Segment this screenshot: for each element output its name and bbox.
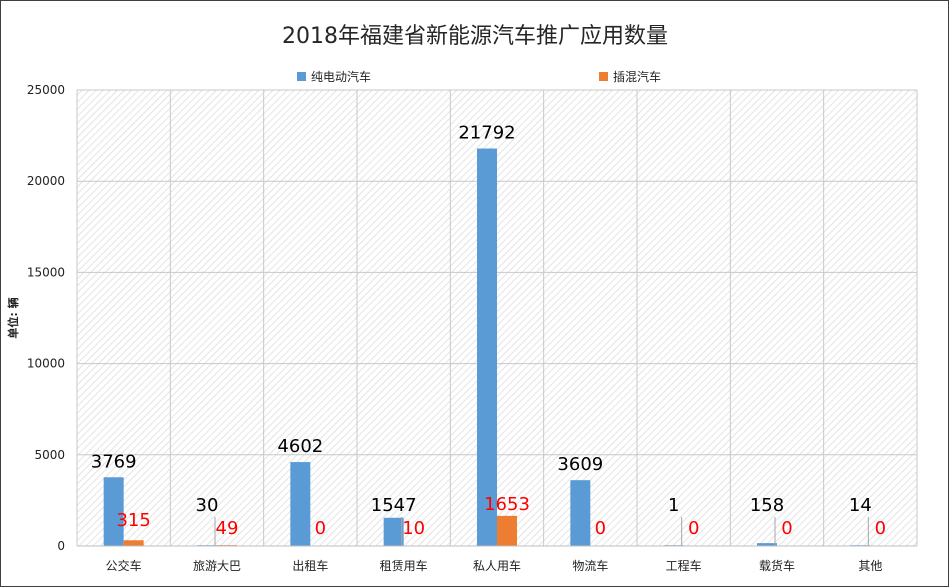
data-label-series-1: 3769 bbox=[91, 451, 137, 472]
data-label-series-2: 0 bbox=[595, 518, 606, 539]
bar-series-1 bbox=[757, 543, 777, 546]
legend-swatch bbox=[599, 72, 608, 81]
data-label-series-1: 1547 bbox=[371, 495, 417, 516]
x-tick-label: 工程车 bbox=[666, 558, 702, 573]
data-label-series-2: 0 bbox=[875, 518, 886, 539]
data-label-series-2: 0 bbox=[688, 518, 699, 539]
data-label-series-2: 10 bbox=[402, 518, 425, 539]
x-tick-label: 公交车 bbox=[106, 558, 142, 573]
data-label-series-1: 14 bbox=[849, 495, 872, 516]
data-label-series-1: 4602 bbox=[277, 436, 323, 457]
y-tick-label: 15000 bbox=[27, 265, 65, 279]
bars bbox=[103, 148, 871, 546]
x-tick-label: 私人用车 bbox=[473, 558, 521, 573]
x-tick-label: 物流车 bbox=[572, 558, 608, 573]
data-label-series-1: 30 bbox=[196, 495, 219, 516]
x-tick-label: 租赁用车 bbox=[380, 558, 428, 573]
y-tick-label: 5000 bbox=[34, 448, 65, 462]
legend-label: 插混汽车 bbox=[613, 69, 661, 84]
chart-title: 2018年福建省新能源汽车推广应用数量 bbox=[282, 24, 668, 49]
y-tick-label: 25000 bbox=[27, 83, 65, 97]
bar-series-1 bbox=[477, 148, 497, 546]
bar-series-1 bbox=[383, 517, 404, 546]
data-labels: 3769315304946020154710217921653360901015… bbox=[91, 123, 886, 546]
y-tick-label: 20000 bbox=[27, 174, 65, 188]
x-tick-label: 出租车 bbox=[292, 558, 328, 573]
data-label-series-2: 0 bbox=[781, 518, 792, 539]
data-label-series-2: 1653 bbox=[484, 494, 530, 515]
y-axis-label: 单位: 辆 bbox=[6, 297, 20, 338]
bar-series-1 bbox=[103, 477, 124, 546]
x-tick-label: 其他 bbox=[858, 559, 882, 573]
bar-series-2 bbox=[497, 515, 517, 546]
legend-swatch bbox=[297, 72, 306, 81]
axes: 0500010000150002000025000公交车 旅游大巴 出租车 租赁用车私… bbox=[27, 83, 917, 573]
y-tick-label: 10000 bbox=[27, 357, 65, 371]
bar-series-1 bbox=[570, 480, 591, 546]
data-label-series-1: 158 bbox=[750, 495, 784, 516]
data-label-series-1: 21792 bbox=[458, 123, 515, 144]
data-label-series-1: 3609 bbox=[557, 454, 603, 475]
bar-series-1 bbox=[290, 462, 311, 546]
bar-series-2 bbox=[123, 540, 144, 546]
data-label-series-1: 1 bbox=[668, 495, 679, 516]
x-tick-label: 载货车 bbox=[759, 558, 795, 573]
data-label-series-2: 315 bbox=[116, 510, 150, 531]
data-label-series-2: 0 bbox=[315, 518, 326, 539]
data-label-series-2: 49 bbox=[216, 518, 239, 539]
legend-label: 纯电动汽车 bbox=[311, 69, 371, 84]
legend: 纯电动汽车 插混汽车 bbox=[297, 69, 661, 84]
y-tick-label: 0 bbox=[57, 539, 65, 553]
x-tick-label: 旅游大巴 bbox=[193, 559, 241, 573]
